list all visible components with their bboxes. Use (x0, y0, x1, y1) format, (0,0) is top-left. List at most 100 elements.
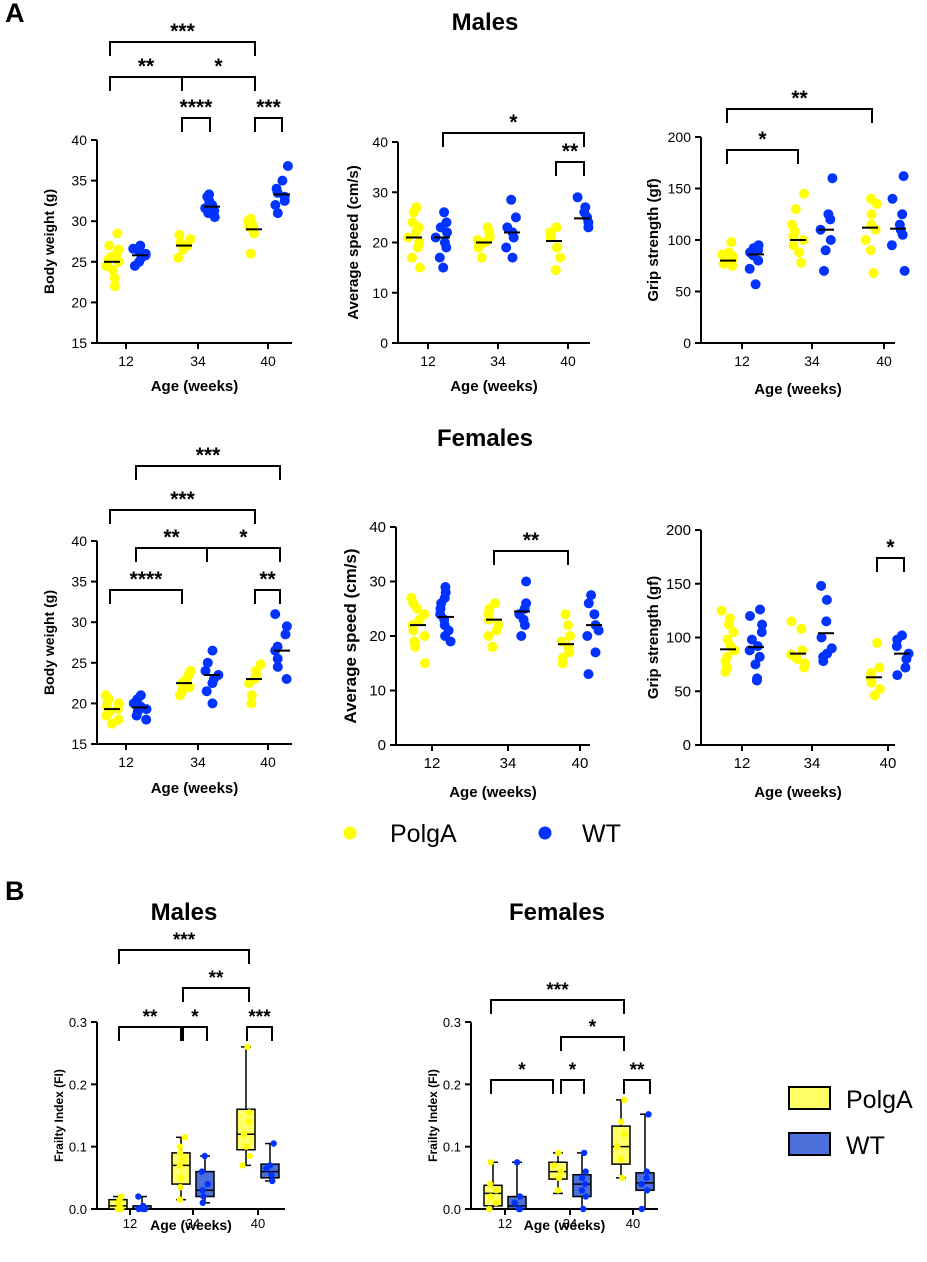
a-m-speed-xlabel: Age (weeks) (450, 378, 538, 395)
b-m-frailty-wt-point (266, 1162, 274, 1169)
b-f-frailty-ytick-label: 0.0 (443, 1202, 461, 1217)
b-m-frailty-polga-point (180, 1155, 187, 1163)
a-f-grip-ytick-label: 150 (666, 576, 691, 593)
a-f-weight-sig-label: *** (170, 488, 195, 511)
b-m-frailty-xtick-label: 40 (251, 1216, 265, 1231)
a-m-speed-polga-point (551, 222, 562, 233)
b-m-frailty-chart: 0.0 0.1 0.2 0.3 12 34 40 Age (weeks) Frailty Ind… (52, 930, 285, 1233)
b-f-frailty-polga-point (487, 1193, 494, 1200)
b-f-frailty-wt-point (643, 1174, 650, 1182)
a-m-grip-polga-point (790, 204, 801, 215)
a-f-weight-ylabel: Body weight (g) (41, 590, 57, 695)
a-f-grip-sig-bracket (876, 557, 905, 572)
a-m-weight-wt-point (135, 240, 146, 251)
b-m-frailty-wt-point (135, 1193, 142, 1200)
a-f-grip-ylabel: Grip strength (gf) (645, 576, 662, 699)
a-m-weight-polga-point (109, 281, 120, 292)
a-f-weight-sig-bracket (109, 589, 183, 604)
b-m-frailty-sig-label: *** (173, 930, 196, 951)
a-m-speed-wt-point (438, 262, 449, 273)
b-m-frailty-sig-bracket (182, 987, 250, 1002)
a-f-weight-polga-point (255, 659, 266, 670)
a-f-grip-chart: 0 50 100 150 200 12 34 40 Age (weeks) Grip streng… (645, 522, 914, 801)
a-f-weight-wt-point (272, 653, 283, 664)
a-f-grip-polga-point (872, 637, 883, 648)
a-f-grip-polga-point (799, 658, 810, 669)
b-m-frailty-wt-point (270, 1140, 277, 1147)
b-f-frailty-polga-point (614, 1143, 621, 1150)
a-m-weight-sig-bracket (109, 76, 183, 91)
b-m-frailty-polga-point (246, 1118, 253, 1125)
a-m-speed-polga-point (415, 262, 425, 273)
a-m-speed-chart: 0 10 20 30 40 12 34 40 Age (weeks) Average speed … (345, 111, 594, 395)
b-m-frailty-polga-point (177, 1184, 184, 1191)
a-f-weight-sig-label: ** (163, 526, 180, 549)
a-f-grip-wt-point (750, 659, 761, 670)
a-m-grip-polga-point (724, 247, 735, 258)
a-m-weight-sig-label: *** (256, 96, 281, 119)
legend-box-wt-swatch (788, 1132, 831, 1156)
b-f-frailty-wt-point (580, 1149, 588, 1157)
a-f-grip-wt-point (826, 643, 837, 654)
b-m-frailty-sig-label: * (191, 1007, 199, 1028)
b-m-frailty-wt-point (201, 1152, 208, 1160)
b-f-frailty-wt-point (580, 1205, 587, 1213)
a-f-speed-wt-point (521, 576, 532, 587)
a-f-grip-polga-point (722, 651, 733, 662)
b-f-frailty-polga-point (555, 1149, 562, 1157)
a-m-grip-ytick-label: 0 (683, 335, 691, 351)
a-m-weight-xlabel: Age (weeks) (151, 378, 239, 395)
b-f-frailty-wt-point (582, 1168, 589, 1175)
a-f-speed-wt-point (583, 598, 594, 609)
a-m-grip-polga-point (794, 247, 805, 258)
a-f-weight-wt-point (280, 629, 291, 640)
b-f-frailty-polga-point (487, 1159, 494, 1166)
legend-polga-marker (343, 826, 357, 840)
a-m-grip-wt-point (899, 265, 910, 276)
a-f-weight-ytick-label: 35 (71, 574, 87, 590)
title-males-b: Males (151, 899, 218, 926)
b-m-frailty-xtick-label: 12 (123, 1216, 137, 1231)
a-m-speed-sig-label: ** (562, 140, 579, 163)
a-m-grip-sig-label: ** (791, 87, 808, 110)
a-f-speed-wt-point (521, 598, 532, 609)
a-f-speed-polga-point (409, 636, 420, 647)
title-males-a: Males (452, 9, 519, 36)
legend-polga-label: PolgA (390, 820, 457, 848)
a-f-weight-polga-point (113, 714, 124, 725)
a-m-weight-ytick-label: 15 (71, 335, 87, 351)
a-m-grip-wt-point (827, 173, 838, 184)
a-m-grip-polga-point (865, 245, 876, 256)
a-f-weight-sig-bracket (135, 547, 208, 562)
b-m-frailty-ytick-label: 0.1 (69, 1140, 87, 1155)
a-m-speed-wt-point (439, 237, 450, 248)
a-m-weight-polga-point (104, 240, 115, 251)
b-f-frailty-sig-bracket (490, 999, 625, 1014)
b-f-frailty-sig-label: * (518, 1060, 526, 1081)
a-m-weight-wt-point (204, 189, 215, 200)
b-f-frailty-wt-point (643, 1168, 650, 1175)
b-f-frailty-polga-point (619, 1174, 626, 1182)
a-f-weight-ytick-label: 40 (71, 533, 87, 549)
a-f-grip-wt-point (745, 611, 755, 621)
a-m-grip-polga-point (799, 188, 810, 199)
a-f-grip-xtick-label: 12 (734, 755, 751, 772)
a-m-grip-polga-point (787, 219, 798, 230)
b-m-frailty-sig-bracket (246, 1026, 273, 1041)
a-f-speed-polga-point (563, 620, 573, 631)
b-m-frailty-polga-point (246, 1109, 253, 1116)
b-m-frailty-polga-point (176, 1162, 183, 1169)
a-f-weight-wt-point (135, 690, 146, 701)
a-m-speed-xtick-label: 34 (490, 353, 506, 369)
a-m-grip-ylabel: Grip strength (gf) (645, 178, 662, 301)
a-f-speed-polga-point (493, 620, 504, 631)
a-f-speed-polga-point (419, 658, 430, 669)
a-m-weight-polga-point (174, 230, 185, 240)
a-m-grip-chart: 0 50 100 150 200 12 34 40 Age (weeks) Grip streng… (645, 87, 910, 398)
a-f-grip-wt-point (816, 580, 827, 591)
a-f-weight-ytick-label: 25 (71, 655, 87, 671)
a-f-grip-wt-point (755, 604, 765, 615)
a-m-speed-wt-point (510, 212, 521, 223)
b-m-frailty-sig-bracket (182, 1026, 208, 1041)
b-m-frailty-wt-point (268, 1171, 275, 1178)
